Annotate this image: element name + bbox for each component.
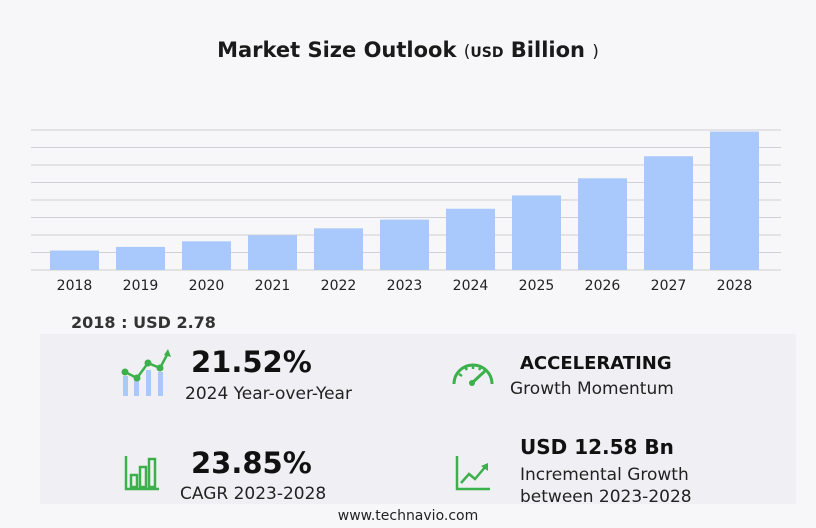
base-year-value: 2018 : USD 2.78	[71, 313, 216, 332]
bar-2028	[710, 131, 759, 270]
bar-2021	[248, 235, 297, 270]
bar-2027	[644, 156, 693, 270]
title-main: Market Size Outlook	[217, 38, 457, 62]
x-tick-label: 2018	[57, 278, 93, 294]
x-tick-label: 2019	[123, 278, 159, 294]
x-tick-label: 2024	[453, 278, 489, 294]
x-tick-label: 2023	[387, 278, 423, 294]
x-tick-label: 2025	[519, 278, 555, 294]
bar-chart: 2018 2019 2020 2021 2022 2023 2024 2025 2026 2027…	[31, 129, 781, 294]
chart-title: Market Size Outlook (USD Billion )	[0, 38, 816, 62]
bar-2024	[446, 208, 495, 270]
incremental-label-2: between 2023-2028	[520, 487, 692, 507]
yoy-label: 2024 Year-over-Year	[185, 384, 352, 404]
trend-line-icon	[455, 456, 490, 491]
bar-2020	[182, 241, 231, 270]
title-unit: USD	[470, 45, 504, 61]
stats-panel	[40, 334, 796, 504]
yoy-value: 21.52%	[191, 345, 312, 379]
momentum-label: Growth Momentum	[510, 379, 674, 399]
x-tick-label: 2021	[255, 278, 291, 294]
bar-2018	[50, 250, 99, 270]
growth-chart-icon	[121, 349, 171, 396]
title-unit-2: Billion	[510, 38, 585, 62]
bar-2023	[380, 219, 429, 270]
bar-2025	[512, 195, 561, 270]
bar-2022	[314, 228, 363, 270]
bar-2026	[578, 178, 627, 270]
x-tick-label: 2022	[321, 278, 357, 294]
speedometer-icon	[452, 363, 494, 386]
bar-2019	[116, 246, 165, 270]
incremental-value: USD 12.58 Bn	[520, 435, 674, 459]
x-tick-label: 2026	[585, 278, 621, 294]
cagr-label: CAGR 2023-2028	[180, 484, 327, 504]
bar-chart-icon	[124, 456, 159, 491]
x-tick-label: 2028	[717, 278, 753, 294]
footer-url: www.technavio.com	[337, 508, 479, 524]
x-tick-label: 2020	[189, 278, 225, 294]
x-tick-label: 2027	[651, 278, 687, 294]
title-close-paren: )	[592, 42, 599, 62]
title-open-paren: (	[463, 42, 471, 62]
cagr-value: 23.85%	[191, 446, 312, 480]
incremental-label-1: Incremental Growth	[520, 465, 689, 485]
momentum-value: ACCELERATING	[520, 353, 672, 374]
